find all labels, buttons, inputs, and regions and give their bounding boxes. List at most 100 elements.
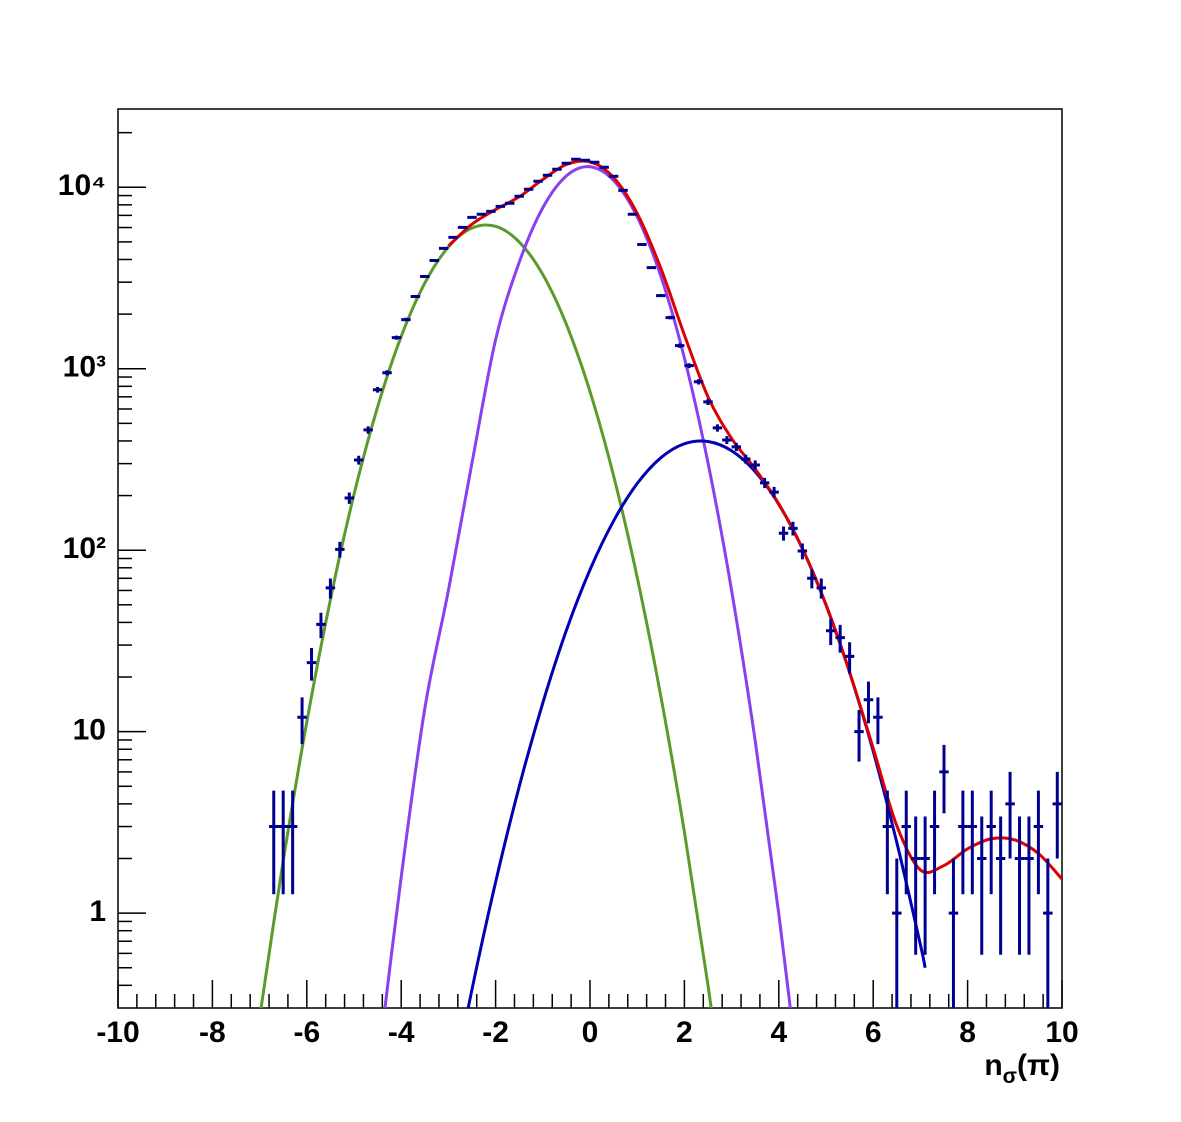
data-point <box>391 335 402 340</box>
data-point <box>665 315 675 320</box>
data-point <box>731 442 742 452</box>
data-point <box>580 158 590 162</box>
data-point <box>401 317 411 322</box>
data-point <box>948 858 959 1008</box>
data-point <box>514 194 524 198</box>
data-point <box>844 642 855 674</box>
fit-curve <box>259 223 713 1008</box>
x-axis-label: nσ(π) <box>984 1049 1060 1088</box>
data-point <box>523 187 534 191</box>
data-point <box>986 790 996 895</box>
data-point <box>438 246 449 250</box>
data-point <box>807 569 817 589</box>
data-point <box>958 790 968 895</box>
data-point <box>1024 816 1034 955</box>
data-point <box>1005 771 1015 859</box>
data-point <box>995 816 1006 955</box>
data-point <box>571 157 581 161</box>
data-point <box>306 648 317 681</box>
data-point <box>316 612 326 639</box>
data-point <box>920 816 930 955</box>
x-tick-label: 10 <box>1045 1016 1078 1049</box>
y-tick-label: 10² <box>63 532 106 565</box>
x-tick-label: 8 <box>959 1016 976 1049</box>
y-tick-label: 1 <box>89 895 106 928</box>
x-tick-label: 2 <box>676 1016 693 1049</box>
data-point <box>967 790 978 895</box>
data-point <box>354 455 364 465</box>
data-point <box>656 294 666 298</box>
data-point <box>476 212 487 216</box>
data-point <box>637 242 647 246</box>
x-tick-label: 4 <box>770 1016 787 1049</box>
plot-frame <box>117 108 1063 1009</box>
data-point <box>1014 816 1025 955</box>
data-point <box>778 526 789 541</box>
data-point <box>325 578 336 599</box>
x-tick-label: -8 <box>199 1016 226 1049</box>
data-point <box>457 225 468 229</box>
x-tick-label: 0 <box>582 1016 599 1049</box>
data-point <box>703 398 713 405</box>
data-point <box>882 790 893 895</box>
y-tick-label: 10 <box>73 714 106 747</box>
data-point <box>1052 771 1062 859</box>
x-tick-label: -6 <box>293 1016 320 1049</box>
data-point <box>542 173 553 177</box>
data-point <box>722 436 732 444</box>
data-point <box>712 424 723 432</box>
data-point <box>429 258 439 262</box>
data-point <box>797 543 808 560</box>
data-point <box>269 790 279 895</box>
data-point <box>297 697 307 745</box>
x-tick-label: 6 <box>865 1016 882 1049</box>
x-tick-label: -10 <box>96 1016 139 1049</box>
x-tick-label: -2 <box>482 1016 509 1049</box>
data-point <box>467 215 477 219</box>
x-label-sub: σ <box>1003 1065 1017 1088</box>
data-point <box>363 426 373 434</box>
data-point <box>495 204 506 208</box>
data-point <box>892 858 902 1008</box>
data-point <box>910 816 921 955</box>
data-point <box>372 386 383 393</box>
data-point <box>901 790 911 895</box>
data-point <box>287 790 298 895</box>
data-point <box>278 790 288 895</box>
data-point <box>410 294 421 299</box>
data-point <box>590 160 600 164</box>
data-point <box>1033 790 1044 895</box>
data-point <box>769 486 779 498</box>
data-point <box>561 161 572 165</box>
data-point <box>420 274 430 278</box>
x-label-rest: (π) <box>1017 1049 1060 1082</box>
data-point <box>835 624 845 653</box>
data-point <box>646 266 657 270</box>
data-point <box>505 201 515 205</box>
data-point <box>693 379 704 385</box>
x-label-base: n <box>984 1049 1002 1082</box>
plot-area <box>259 157 1062 1008</box>
data-point <box>854 710 864 762</box>
data-point <box>608 174 619 178</box>
data-point <box>533 179 543 183</box>
data-point <box>627 212 638 216</box>
data-point <box>1043 858 1053 1008</box>
data-point <box>618 188 628 192</box>
data-point <box>873 697 883 745</box>
data-point <box>448 235 458 239</box>
data-point <box>759 477 770 489</box>
y-tick-label: 10³ <box>63 351 106 384</box>
data-point <box>863 681 874 724</box>
y-tick-label: 10⁴ <box>58 169 106 202</box>
x-tick-label: -4 <box>388 1016 415 1049</box>
data-point <box>741 454 751 464</box>
data-point <box>816 578 826 599</box>
data-point <box>599 165 609 169</box>
data-point <box>939 744 949 814</box>
data-point <box>344 492 354 504</box>
data-point <box>684 363 694 369</box>
data-point <box>674 343 685 348</box>
